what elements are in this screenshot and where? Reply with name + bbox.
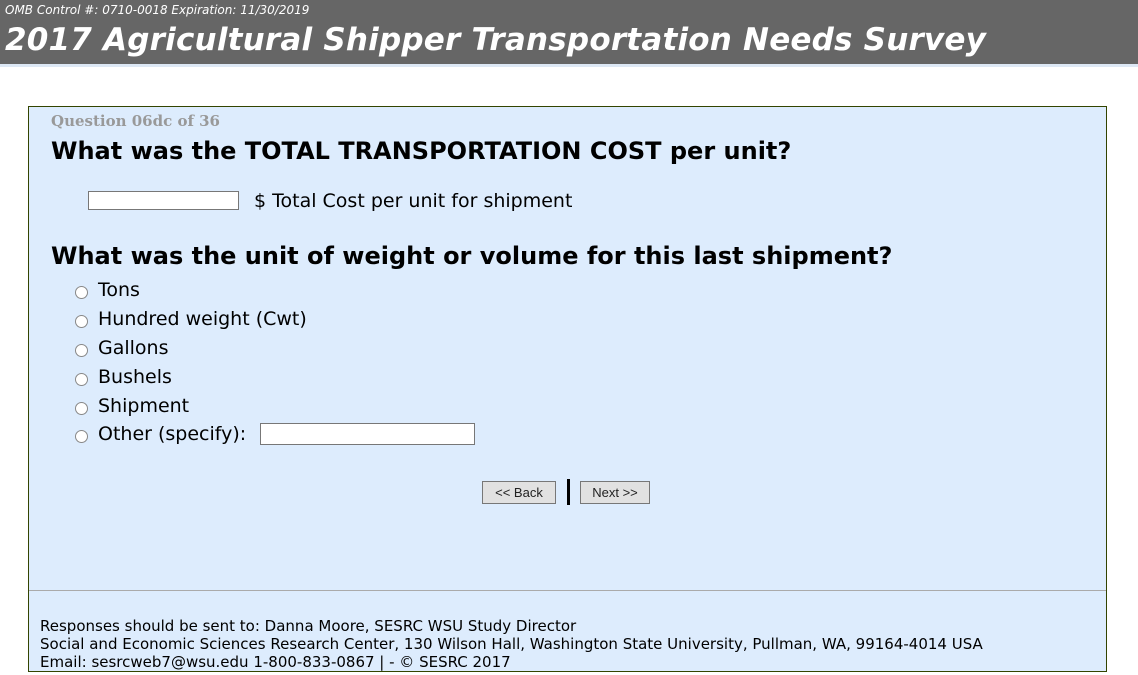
option-cwt[interactable]: Hundred weight (Cwt) xyxy=(75,308,307,330)
radio-button[interactable] xyxy=(75,314,88,328)
other-specify-input[interactable] xyxy=(260,423,476,445)
question-panel: Question 06dc of 36 What was the TOTAL T… xyxy=(28,106,1107,672)
option-tons[interactable]: Tons xyxy=(75,279,140,301)
footer: Responses should be sent to: Danna Moore… xyxy=(40,617,983,671)
radio-button[interactable] xyxy=(75,343,88,357)
option-label: Hundred weight (Cwt) xyxy=(98,308,307,330)
option-label: Shipment xyxy=(98,395,190,417)
footer-contact: Responses should be sent to: Danna Moore… xyxy=(40,617,577,635)
option-gallons[interactable]: Gallons xyxy=(75,337,169,359)
option-label: Tons xyxy=(98,279,140,301)
next-button[interactable]: Next >> xyxy=(580,481,650,504)
question-cost: What was the TOTAL TRANSPORTATION COST p… xyxy=(51,137,792,165)
radio-button[interactable] xyxy=(75,401,88,415)
back-button[interactable]: << Back xyxy=(482,481,556,504)
divider xyxy=(29,590,1106,591)
cost-per-unit-input[interactable] xyxy=(88,191,239,210)
option-label: Bushels xyxy=(98,366,172,388)
footer-address: Social and Economic Sciences Research Ce… xyxy=(40,635,983,653)
question-unit: What was the unit of weight or volume fo… xyxy=(51,242,893,270)
option-label: Other (specify): xyxy=(98,423,247,445)
nav-separator xyxy=(567,479,570,505)
radio-button[interactable] xyxy=(75,285,88,299)
option-other[interactable]: Other (specify): xyxy=(75,423,476,445)
footer-email: Email: sesrcweb7@wsu.edu 1-800-833-0867 … xyxy=(40,653,511,671)
header: OMB Control #: 0710-0018 Expiration: 11/… xyxy=(0,0,1138,67)
option-shipment[interactable]: Shipment xyxy=(75,395,189,417)
survey-title: 2017 Agricultural Shipper Transportation… xyxy=(5,22,986,58)
omb-control: OMB Control #: 0710-0018 Expiration: 11/… xyxy=(5,3,310,17)
option-bushels[interactable]: Bushels xyxy=(75,366,172,388)
radio-button[interactable] xyxy=(75,372,88,386)
option-label: Gallons xyxy=(98,337,169,359)
cost-input-label: $ Total Cost per unit for shipment xyxy=(254,190,573,212)
question-number: Question 06dc of 36 xyxy=(51,112,220,130)
radio-button[interactable] xyxy=(75,429,88,443)
